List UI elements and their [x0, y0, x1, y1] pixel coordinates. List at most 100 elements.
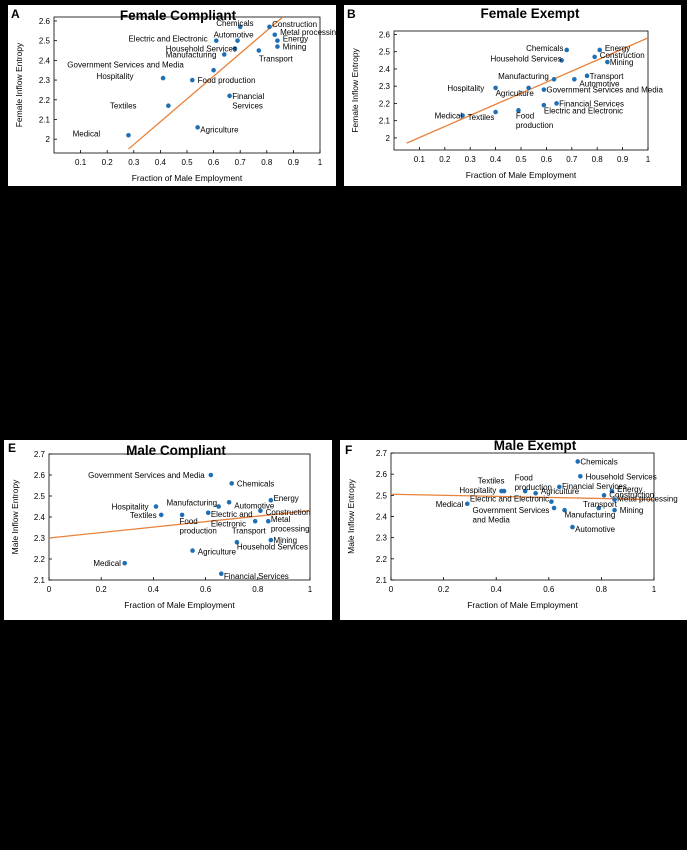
- chart-e-point: [179, 512, 185, 518]
- chart-b-xtick-label: 0.8: [592, 155, 604, 164]
- chart-e-point: [158, 512, 164, 518]
- chart-a-point: [190, 77, 195, 83]
- chart-e-point-label: Construction: [266, 508, 311, 517]
- chart-e-point-label: Manufacturing: [166, 498, 217, 507]
- chart-b-point-label: Agriculture: [496, 89, 535, 98]
- chart-a-xtick-label: 0.7: [235, 158, 247, 167]
- chart-e-point-label: Household Services: [237, 542, 308, 551]
- chart-b-point: [551, 76, 557, 82]
- chart-a-point: [195, 125, 200, 130]
- chart-a-svg: A Female Compliant 0.1 0.2 0.3 0.4 0.5 0.6 0.7 0.…: [11, 7, 336, 183]
- chart-b-point: [493, 85, 498, 91]
- chart-b-svg: B Female Exempt 0.1 0.2 0.3 0.4 0.5 0.6 0.7 0.8 0.…: [347, 6, 663, 180]
- chart-f-xtick-label: 0.6: [543, 585, 555, 594]
- chart-f-point: [578, 473, 583, 479]
- chart-a-point: [232, 46, 238, 51]
- chart-a-xtick-label: 0.3: [128, 158, 140, 167]
- chart-f-fit-line: [391, 493, 654, 501]
- chart-b-point: [541, 102, 547, 108]
- chart-b-point: [605, 59, 610, 65]
- chart-b-point: [526, 85, 531, 91]
- chart-b-xtick-label: 0.7: [566, 155, 578, 164]
- chart-a-xtick-label: 0.1: [75, 158, 87, 167]
- chart-e-point-label: Chemicals: [237, 479, 274, 488]
- chart-b-panel-letter: B: [347, 7, 356, 21]
- chart-f-ytick-label: 2.6: [376, 470, 388, 479]
- chart-a-xtick-label: 0.8: [261, 158, 273, 167]
- chart-a-point: [267, 24, 272, 30]
- chart-e-ytick-label: 2.2: [34, 555, 46, 564]
- chart-f-point-label: Mining: [620, 506, 644, 515]
- chart-b-ytick-label: 2.4: [379, 65, 391, 74]
- chart-b-point-label: Household Services: [491, 55, 562, 64]
- chart-e-point-label: Metal processing: [271, 515, 310, 534]
- chart-a-xtick-label: 0.5: [181, 158, 193, 167]
- chart-f-ylabel: Male Inflow Entropy: [346, 478, 356, 553]
- chart-b-point: [592, 54, 597, 60]
- chart-f-point: [562, 507, 567, 513]
- chart-b-ytick-label: 2.2: [379, 99, 391, 108]
- chart-a-point: [221, 52, 227, 57]
- chart-a-point: [256, 48, 262, 53]
- chart-f-point-label: Manufacturing: [565, 510, 616, 519]
- chart-b-fit-line: [406, 37, 648, 144]
- chart-a-point-label: Government Services and Media: [67, 60, 184, 69]
- chart-a-point: [275, 38, 280, 43]
- chart-f-ytick-label: 2.1: [376, 576, 388, 585]
- chart-f-svg: F Male Exempt 0 0.2 0.4 0.6 0.8 1 2.1 2.2 2.3 2.4 2.…: [345, 440, 678, 610]
- chart-b-point-label: Energy: [605, 44, 630, 53]
- chart-f-point: [533, 490, 538, 496]
- chart-a-point: [275, 44, 280, 49]
- chart-f-point-label: Agriculture: [541, 487, 580, 496]
- chart-e-point-label: Food production: [180, 517, 217, 536]
- chart-b-xtick-label: 0.1: [414, 155, 426, 164]
- chart-b-point: [584, 73, 590, 79]
- chart-e-point-label: Financial Services: [224, 572, 289, 581]
- chart-a-ylabel: Female Inflow Entropy: [14, 42, 24, 127]
- chart-e-ytick-label: 2.3: [34, 534, 46, 543]
- chart-e-point: [229, 481, 234, 486]
- chart-e-point: [252, 518, 258, 524]
- chart-a-xtick-label: 0.2: [102, 158, 114, 167]
- chart-e-point: [122, 560, 127, 566]
- chart-f-point-label: Household Services: [586, 472, 657, 481]
- chart-f-point-label: Financial Services: [562, 482, 627, 491]
- chart-a-point: [166, 103, 171, 108]
- chart-a-point-label: Construction: [272, 20, 317, 29]
- chart-b-ytick-label: 2.5: [379, 48, 391, 57]
- chart-f-panel-letter: F: [345, 443, 352, 457]
- chart-b-point-label: Food production: [516, 112, 553, 131]
- chart-b-point-label: Automotive: [579, 80, 620, 89]
- chart-b-point-label: Financial Services: [559, 99, 624, 108]
- chart-e-point: [190, 548, 195, 553]
- chart-a-point: [211, 67, 216, 73]
- chart-a-ytick-label: 2: [46, 135, 51, 144]
- chart-a-ytick-label: 2.4: [39, 56, 51, 65]
- chart-b-xtick-label: 0.5: [515, 155, 527, 164]
- chart-b-title: Female Exempt: [480, 6, 580, 21]
- chart-f-ytick-label: 2.4: [376, 513, 388, 522]
- chart-b-point-label: Government Services and Media: [546, 86, 663, 95]
- chart-f-point: [596, 505, 602, 511]
- chart-e-point: [218, 571, 224, 576]
- chart-b-point: [516, 108, 521, 113]
- chart-e-point: [216, 504, 221, 509]
- chart-a-point: [126, 132, 131, 138]
- chart-f-point-label: Chemicals: [580, 457, 617, 466]
- chart-panel-e: E Male Compliant 0 0.2 0.4 0.6 0.8 1 2.1 2.2 2.3 2.…: [4, 440, 332, 620]
- chart-b-point: [572, 76, 577, 82]
- chart-e-point: [153, 504, 159, 509]
- chart-e-point-label: Mining: [273, 536, 297, 545]
- chart-f-point-label: Automotive: [575, 525, 616, 534]
- chart-e-ytick-label: 2.6: [34, 471, 46, 480]
- chart-f-xtick-label: 0: [389, 585, 394, 594]
- chart-a-xlabel: Fraction of Male Employment: [132, 173, 243, 183]
- chart-b-point: [559, 58, 564, 63]
- chart-b-point: [541, 87, 547, 92]
- chart-a-ytick-label: 2.6: [39, 17, 51, 26]
- chart-f-point: [549, 499, 554, 504]
- chart-e-fit-line: [49, 510, 310, 539]
- chart-f-point: [612, 497, 617, 502]
- chart-f-ytick-label: 2.3: [376, 534, 388, 543]
- chart-a-point-label: Transport: [259, 54, 294, 63]
